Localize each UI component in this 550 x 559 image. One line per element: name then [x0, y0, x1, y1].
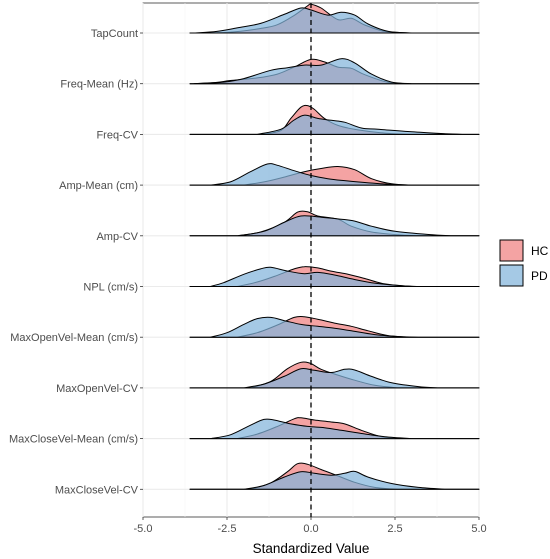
legend-label-hc: HC — [531, 244, 549, 258]
ridge-npl-cm-s-pd — [189, 266, 480, 287]
y-tick-label: TapCount — [91, 28, 138, 40]
ridge-freq-cv-pd — [189, 114, 480, 135]
x-axis-ticks: -5.0 -2.5 0.0 2.5 5.0 — [134, 517, 487, 535]
legend-key-pd — [499, 264, 524, 287]
y-tick-label: MaxOpenVel-Mean (cm/s) — [10, 332, 138, 344]
ridge-maxopenvel-cv-pd — [189, 367, 480, 389]
x-axis-title: Standardized Value — [253, 541, 370, 556]
ridge-amp-mean-cm-pd — [189, 163, 480, 186]
x-tick-label: 5.0 — [471, 523, 486, 535]
legend: HC PD — [499, 239, 549, 287]
x-tick-label: 0.0 — [303, 523, 318, 535]
ridge-maxopenvel-mean-cm-s-pd — [189, 316, 480, 338]
y-tick-label: Freq-CV — [96, 129, 138, 141]
ridge-amp-cv-pd — [189, 215, 480, 237]
x-tick-label: 2.5 — [387, 523, 402, 535]
legend-key-hc — [499, 239, 524, 262]
ridge-tapcount-pd — [189, 7, 480, 34]
x-tick-label: -2.5 — [218, 523, 237, 535]
y-tick-label: MaxCloseVel-CV — [55, 484, 139, 496]
ridge-freq-mean-hz-pd — [189, 58, 480, 85]
x-tick-label: -5.0 — [134, 523, 153, 535]
y-tick-label: MaxCloseVel-Mean (cm/s) — [9, 434, 138, 446]
category-labels: TapCount Freq-Mean (Hz) Freq-CV Amp-Mean (c… — [9, 28, 143, 496]
y-tick-label: Amp-Mean (cm) — [59, 180, 138, 192]
ridge-maxclosevel-mean-cm-s-pd — [189, 418, 480, 440]
density-ridges — [189, 3, 480, 490]
y-tick-label: MaxOpenVel-CV — [56, 383, 139, 395]
legend-label-pd: PD — [531, 269, 548, 283]
y-tick-label: Amp-CV — [96, 231, 138, 243]
y-tick-label: NPL (cm/s) — [83, 282, 138, 294]
y-tick-label: Freq-Mean (Hz) — [60, 79, 138, 91]
ridge-maxclosevel-cv-pd — [189, 470, 480, 490]
